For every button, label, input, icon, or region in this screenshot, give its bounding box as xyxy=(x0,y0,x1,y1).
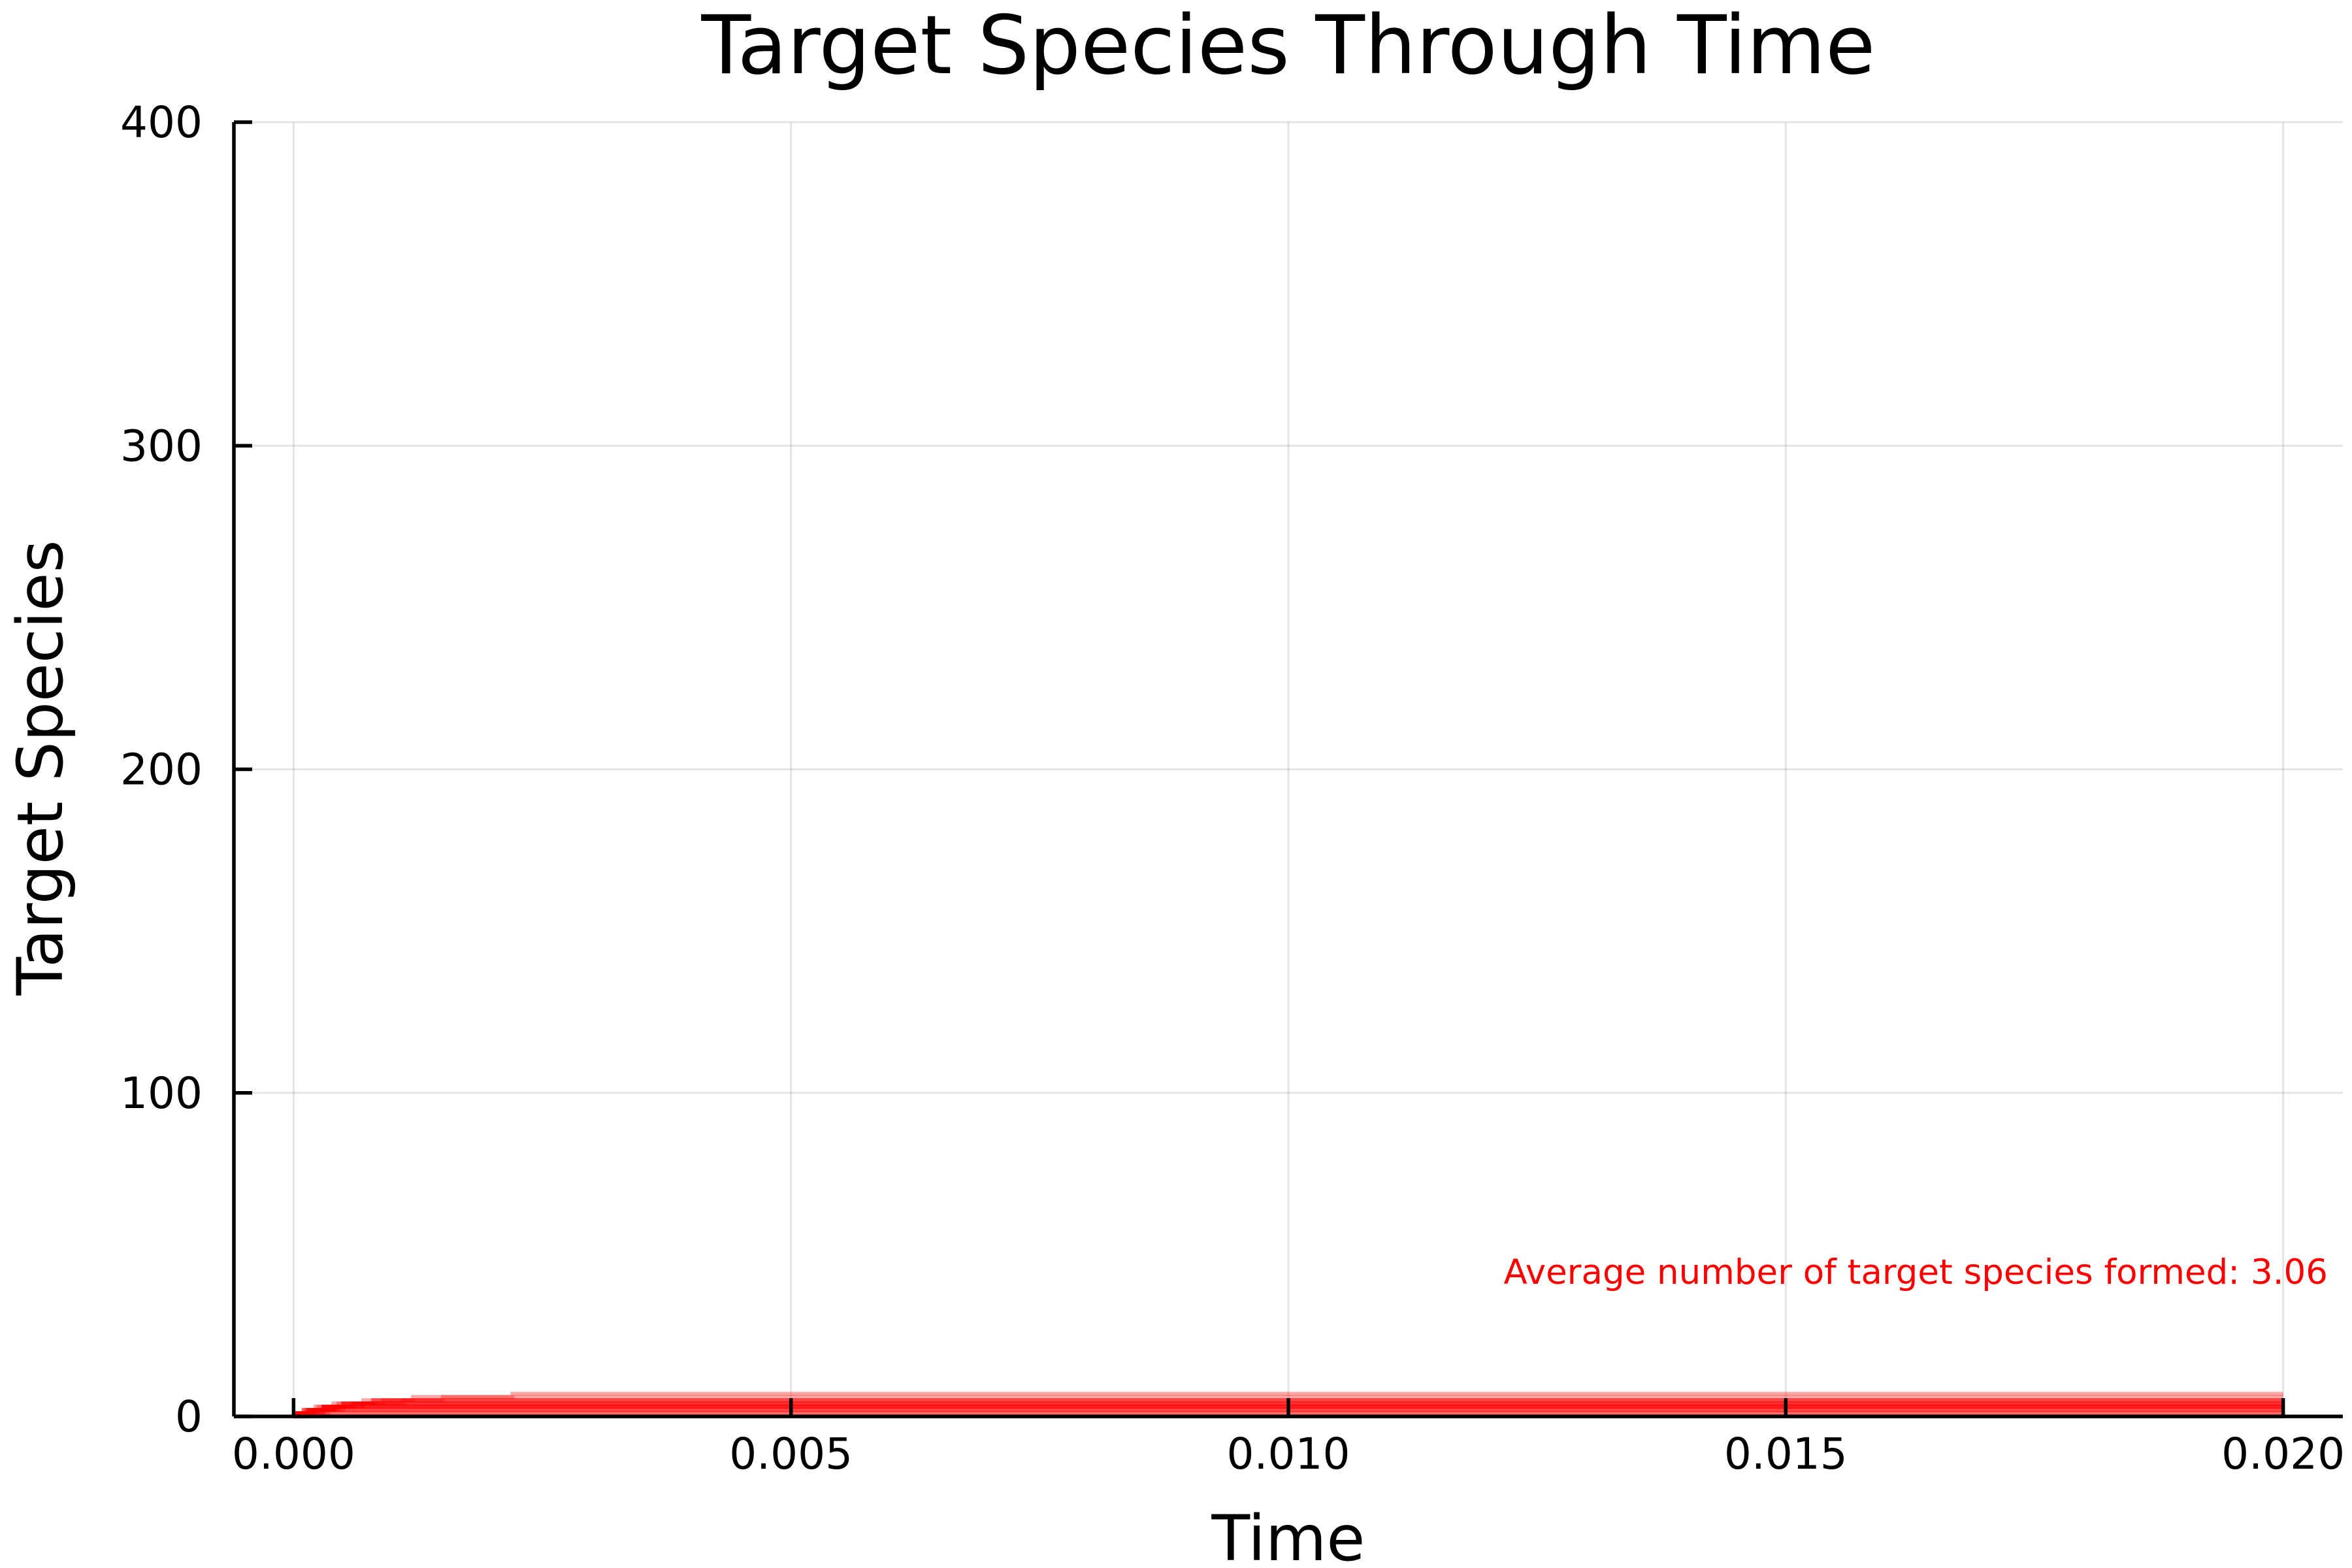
y-tick-label: 200 xyxy=(120,745,203,795)
grid xyxy=(234,121,2343,1418)
x-tick-label: 0.015 xyxy=(1724,1429,1848,1479)
series-line xyxy=(293,1398,2283,1418)
x-tick-label: 0.010 xyxy=(1227,1429,1350,1479)
series-line xyxy=(293,1395,2283,1418)
ticks: 0.000 0.005 0.010 0.015 0.020 0 100 200 300 400 xyxy=(120,97,2345,1479)
y-tick-label: 0 xyxy=(175,1392,203,1442)
y-tick-label: 300 xyxy=(120,421,203,471)
x-axis-label: Time xyxy=(1211,1502,1365,1568)
y-axis-label: Target Species xyxy=(4,540,77,996)
series-line xyxy=(293,1398,2283,1418)
y-tick-label: 100 xyxy=(120,1068,203,1119)
x-tick-label: 0.005 xyxy=(729,1429,853,1479)
chart-title: Target Species Through Time xyxy=(701,0,1876,93)
series-line xyxy=(293,1392,2283,1418)
x-tick-label: 0.020 xyxy=(2221,1429,2345,1479)
y-tick-label: 400 xyxy=(120,97,203,148)
average-annotation: Average number of target species formed:… xyxy=(1504,1252,2328,1292)
x-tick-label: 0.000 xyxy=(232,1429,355,1479)
series-line xyxy=(293,1398,2283,1418)
